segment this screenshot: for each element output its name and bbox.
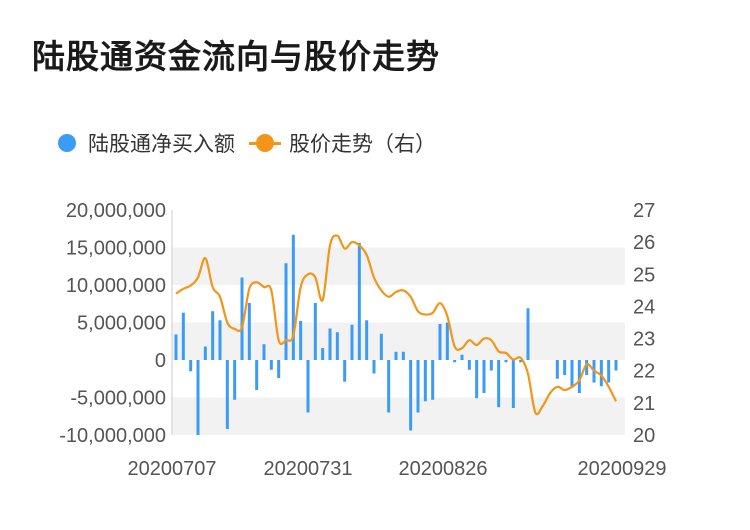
bar — [409, 360, 413, 431]
bar — [607, 360, 611, 383]
bar — [519, 360, 523, 363]
bar — [438, 324, 442, 360]
bar — [416, 360, 420, 413]
bar — [489, 360, 493, 371]
bar — [394, 351, 398, 360]
legend-line-label: 股价走势（右） — [289, 132, 436, 156]
bar — [313, 303, 317, 360]
bar — [350, 324, 354, 360]
bar — [563, 360, 567, 375]
bar — [225, 360, 229, 429]
bar — [585, 360, 589, 375]
y-left-tick-label: -10,000,000 — [59, 425, 166, 447]
bar — [343, 360, 347, 382]
bar — [255, 360, 259, 390]
bar — [445, 322, 449, 360]
bar — [321, 348, 325, 360]
bar — [335, 332, 339, 360]
grid-band — [172, 322, 625, 360]
x-tick-label: 20200929 — [578, 458, 667, 480]
bar — [277, 360, 281, 378]
bar — [614, 360, 618, 371]
bar — [453, 360, 457, 363]
bar — [482, 360, 486, 393]
y-right-tick-label: 26 — [633, 232, 655, 254]
bar — [269, 360, 273, 370]
y-left-tick-label: -5,000,000 — [70, 388, 166, 410]
bar — [247, 303, 251, 360]
y-left-tick-label: 10,000,000 — [66, 275, 166, 297]
bar — [306, 360, 310, 413]
bar — [291, 234, 295, 360]
x-tick-label: 20200707 — [128, 458, 217, 480]
y-left-tick-label: 0 — [155, 350, 166, 372]
bar — [460, 354, 464, 360]
bar — [577, 360, 581, 393]
bar — [189, 360, 193, 372]
bar — [181, 312, 185, 360]
bar — [599, 360, 603, 387]
y-left-tick-label: 15,000,000 — [66, 238, 166, 260]
bar — [240, 277, 244, 360]
bar — [431, 360, 435, 400]
y-right-tick-label: 21 — [633, 393, 655, 415]
bar — [196, 360, 200, 435]
bar — [365, 320, 369, 360]
bar — [203, 346, 207, 360]
bar — [174, 334, 178, 360]
bar — [555, 360, 559, 379]
bar — [218, 320, 222, 360]
bar — [284, 263, 288, 360]
y-right-tick-label: 27 — [633, 200, 655, 222]
bar — [328, 328, 332, 360]
bar — [570, 360, 574, 388]
y-right-tick-label: 25 — [633, 264, 655, 286]
x-tick-label: 20200731 — [264, 458, 353, 480]
y-left-tick-label: 5,000,000 — [77, 313, 166, 335]
bar — [387, 360, 391, 413]
price-line — [175, 234, 617, 416]
bar — [467, 360, 471, 370]
bar — [475, 360, 479, 399]
legend: 陆股通净买入额 股价走势（右） — [58, 128, 436, 158]
legend-item-bars[interactable]: 陆股通净买入额 — [58, 128, 235, 158]
bar — [401, 351, 405, 360]
y-right-tick-label: 22 — [633, 361, 655, 383]
bar — [211, 311, 215, 360]
y-right-tick-label: 24 — [633, 296, 655, 318]
bar — [233, 360, 237, 400]
bar — [357, 243, 361, 360]
grid-band — [172, 397, 625, 435]
bar — [372, 360, 376, 374]
y-right-tick-label: 23 — [633, 329, 655, 351]
bar — [423, 360, 427, 402]
x-tick-label: 20200826 — [399, 458, 488, 480]
y-left-tick-label: 20,000,000 — [66, 200, 166, 222]
bar — [262, 344, 266, 360]
bar — [299, 321, 303, 360]
bar — [497, 360, 501, 408]
bar — [504, 360, 508, 363]
legend-bars-label: 陆股通净买入额 — [88, 132, 235, 156]
legend-item-line[interactable]: 股价走势（右） — [235, 128, 436, 158]
bar — [379, 333, 383, 360]
legend-line-marker-icon — [249, 133, 281, 153]
bar — [511, 360, 515, 408]
legend-bar-marker-icon — [58, 134, 76, 152]
y-right-tick-label: 20 — [633, 425, 655, 447]
bar — [526, 308, 530, 360]
chart-title: 陆股通资金流向与股价走势 — [32, 37, 440, 76]
grid-band — [172, 247, 625, 285]
